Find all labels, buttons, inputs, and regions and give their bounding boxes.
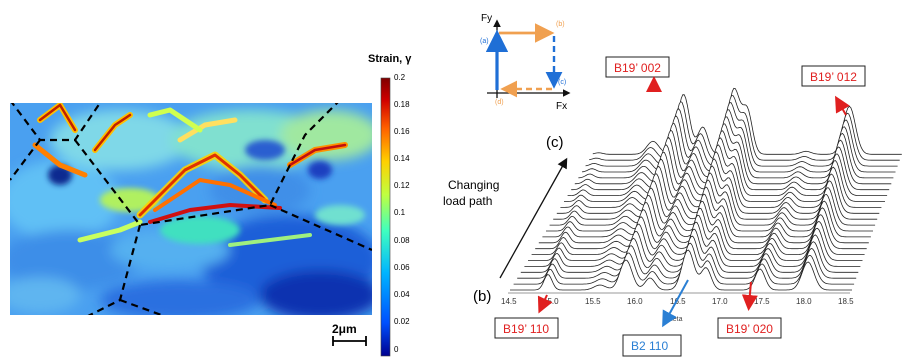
colorbar-tick: 0.06 [394, 263, 410, 272]
colorbar-tick: 0.18 [394, 100, 410, 109]
x-tick: 17.5 [754, 297, 770, 306]
diffraction-trace [571, 130, 890, 191]
point-c-label: (c) [558, 79, 566, 86]
diffraction-trace [567, 137, 888, 197]
label-b19-002: B19’ 002 [605, 56, 670, 92]
diffraction-trace [592, 87, 902, 155]
diffraction-trace [528, 214, 863, 261]
colorbar-title: Strain, γ [368, 53, 412, 65]
colorbar-tick: 0.1 [394, 208, 406, 217]
colorbar-tick: 0.08 [394, 236, 410, 245]
diffraction-trace [524, 221, 861, 267]
load-path-text-2: load path [443, 194, 492, 208]
x-tick: 14.5 [501, 297, 517, 306]
scale-bar [332, 336, 367, 346]
x-tick: 18.0 [796, 297, 812, 306]
diffraction-trace [585, 102, 898, 167]
label-b2-110: B2 110 [622, 279, 689, 357]
load-path-text-1: Changing [448, 178, 499, 192]
point-b-label: (b) [556, 21, 565, 28]
point-d-label: (d) [495, 99, 504, 106]
start-label: (b) [473, 288, 491, 305]
label-b2-110-text: B2 110 [631, 339, 668, 353]
colorbar-tick: 0.12 [394, 181, 410, 190]
diffraction-trace [564, 144, 885, 202]
fx-label: Fx [556, 101, 567, 112]
label-b19-020-text: B19’ 020 [726, 322, 773, 336]
label-b19-110-text: B19’ 110 [503, 322, 549, 336]
label-b19-012-text: B19’ 012 [810, 70, 857, 84]
strain-map [10, 103, 372, 315]
x-tick: 18.5 [838, 297, 854, 306]
colorbar-tick: 0.04 [394, 290, 410, 299]
x-tick: 16.5 [670, 297, 686, 306]
diffraction-trace [581, 109, 896, 173]
colorbar-tick: 0.02 [394, 317, 410, 326]
colorbar [380, 77, 391, 357]
label-b19-012: B19’ 012 [801, 65, 866, 116]
colorbar-ticks: 0.2 0.18 0.16 0.14 0.12 0.1 0.08 0.06 0.… [394, 73, 410, 354]
colorbar-tick: 0.14 [394, 154, 410, 163]
waterfall-plot [510, 87, 903, 291]
load-path-schematic [485, 19, 571, 98]
label-b19-002-text: B19’ 002 [614, 61, 661, 75]
label-b19-110: B19’ 110 [494, 294, 559, 339]
end-label: (c) [546, 134, 564, 151]
x-tick: 16.0 [627, 297, 643, 306]
colorbar-tick: 0 [394, 345, 399, 354]
load-path-arrow [499, 157, 568, 279]
x-tick: 15.5 [585, 297, 601, 306]
fy-label: Fy [481, 13, 492, 24]
point-a-label: (a) [480, 38, 489, 45]
colorbar-tick: 0.2 [394, 73, 406, 82]
diffraction-trace [578, 116, 894, 179]
diffraction-trace [574, 123, 892, 185]
scale-bar-label: 2μm [332, 322, 357, 336]
label-b19-020: B19’ 020 [717, 281, 782, 339]
colorbar-tick: 0.16 [394, 127, 410, 136]
x-tick: 17.0 [712, 297, 728, 306]
diffraction-trace [510, 249, 852, 291]
